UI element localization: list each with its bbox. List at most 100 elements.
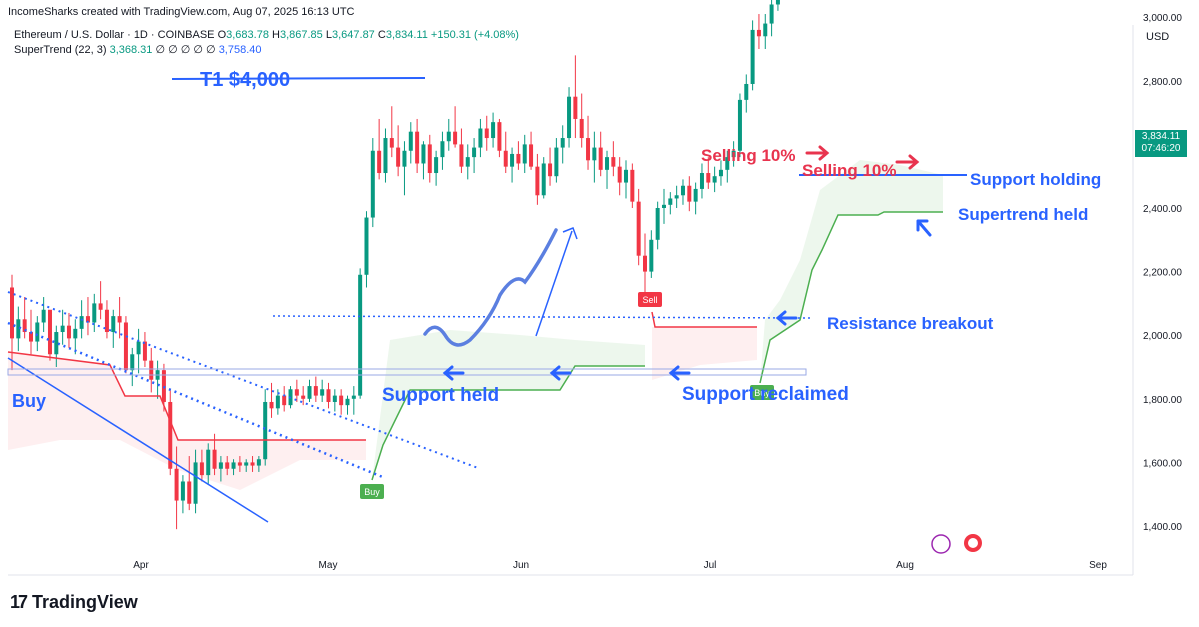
candle-body xyxy=(453,131,458,145)
candle-body xyxy=(731,150,736,158)
candle-body xyxy=(560,138,565,148)
candle-body xyxy=(624,169,629,183)
candle-body xyxy=(718,169,723,177)
support-band xyxy=(7,368,807,376)
tradingview-mark-icon: 17 xyxy=(10,592,28,612)
indicator-legend: SuperTrend (22, 3) 3,368.31 ∅ ∅ ∅ ∅ ∅ 3,… xyxy=(14,43,262,56)
candle-body xyxy=(503,150,508,167)
candle-body xyxy=(294,389,299,396)
candle-body xyxy=(66,325,71,339)
candle-body xyxy=(168,401,173,469)
candle-body xyxy=(674,195,679,199)
candle-body xyxy=(231,462,236,469)
buy-tag-2-text: Buy xyxy=(754,388,770,398)
candle-body xyxy=(364,217,369,275)
high-value: 3,867.85 xyxy=(279,29,323,41)
candle-body xyxy=(85,316,90,323)
candle-body xyxy=(598,147,603,170)
candle-body xyxy=(725,157,730,170)
projection-arrow-line xyxy=(535,230,573,337)
candle-body xyxy=(712,176,717,183)
x-tick-label: Jun xyxy=(513,560,529,571)
sell-tag-box xyxy=(638,292,662,307)
candle-body xyxy=(73,328,78,339)
tradingview-logo[interactable]: 17 TradingView xyxy=(10,592,138,613)
candle-body xyxy=(256,459,261,466)
candle-body xyxy=(459,144,464,167)
support-holding-label: Support holding xyxy=(970,170,1102,189)
candle-body xyxy=(60,325,65,333)
candle-body xyxy=(567,96,572,139)
buy-tag-2-box xyxy=(750,385,774,400)
candle-body xyxy=(263,401,268,460)
indicator-empty-values: ∅ ∅ ∅ ∅ ∅ xyxy=(155,44,216,56)
candle-body xyxy=(737,99,742,151)
candle-body xyxy=(326,389,331,402)
candle-body xyxy=(301,395,306,399)
candle-body xyxy=(649,239,654,272)
y-tick-label: 2,800.00 xyxy=(1143,77,1182,88)
candle-body xyxy=(763,23,768,37)
x-tick-label: Jul xyxy=(704,560,717,571)
candle-body xyxy=(661,204,666,208)
chart-credit: IncomeSharks created with TradingView.co… xyxy=(8,6,355,18)
buy-label-left: Buy xyxy=(12,391,47,411)
candle-body xyxy=(358,274,363,396)
bar-countdown: 07:46:20 xyxy=(1141,143,1181,154)
supertrend-down-line xyxy=(7,351,366,441)
left-arrow-icon xyxy=(549,365,572,381)
supertrend-up-line-1 xyxy=(371,365,645,481)
brand-name: TradingView xyxy=(32,592,138,612)
candle-body xyxy=(630,169,635,202)
candle-body xyxy=(522,144,527,164)
y-tick-label: 2,400.00 xyxy=(1143,204,1182,215)
candle-body xyxy=(472,147,477,158)
t1-line xyxy=(171,77,426,80)
candle-body xyxy=(699,173,704,189)
event-lightning-icon xyxy=(931,534,951,554)
candle-body xyxy=(636,201,641,256)
candle-body xyxy=(136,341,141,355)
candle-body xyxy=(187,481,192,504)
candle-body xyxy=(313,386,318,396)
candle-body xyxy=(383,138,388,174)
indicator-value-1: 3,368.31 xyxy=(109,44,153,56)
candle-body xyxy=(307,386,312,399)
event-us-flag-inner-icon xyxy=(968,538,978,548)
supertrend-down-fill xyxy=(8,352,366,490)
candle-body xyxy=(427,144,432,174)
candle-body xyxy=(706,173,711,183)
supertrend-up-line-2 xyxy=(759,211,943,384)
last-price: 3,834.11 xyxy=(1141,131,1181,142)
resistance-breakout-label: Resistance breakout xyxy=(827,314,994,333)
candle-body xyxy=(174,468,179,501)
candle-body xyxy=(320,389,325,396)
y-tick-label: 1,400.00 xyxy=(1143,522,1182,533)
candle-body xyxy=(573,96,578,119)
projection-squiggle xyxy=(423,228,558,347)
left-arrow-icon xyxy=(442,365,465,381)
candle-body xyxy=(465,157,470,167)
candle-body xyxy=(687,185,692,202)
candle-body xyxy=(339,395,344,406)
candle-body xyxy=(79,316,84,329)
x-tick-label: Apr xyxy=(133,560,149,571)
candle-body xyxy=(446,131,451,142)
candle-body xyxy=(104,309,109,333)
candle-body xyxy=(497,122,502,151)
candle-body xyxy=(516,153,521,164)
dotted-trendline-1 xyxy=(7,321,386,480)
candle-body xyxy=(548,163,553,177)
candle-body xyxy=(579,118,584,139)
candle-body xyxy=(16,319,21,339)
candle-body xyxy=(484,128,489,139)
candle-body xyxy=(396,147,401,167)
candle-body xyxy=(440,141,445,158)
candle-body xyxy=(769,4,774,24)
supertrend-down-line-2 xyxy=(651,311,757,328)
candle-body xyxy=(28,332,33,342)
y-tick-label: 3,000.00 xyxy=(1143,13,1182,24)
candle-body xyxy=(643,255,647,272)
candle-body xyxy=(402,150,407,167)
